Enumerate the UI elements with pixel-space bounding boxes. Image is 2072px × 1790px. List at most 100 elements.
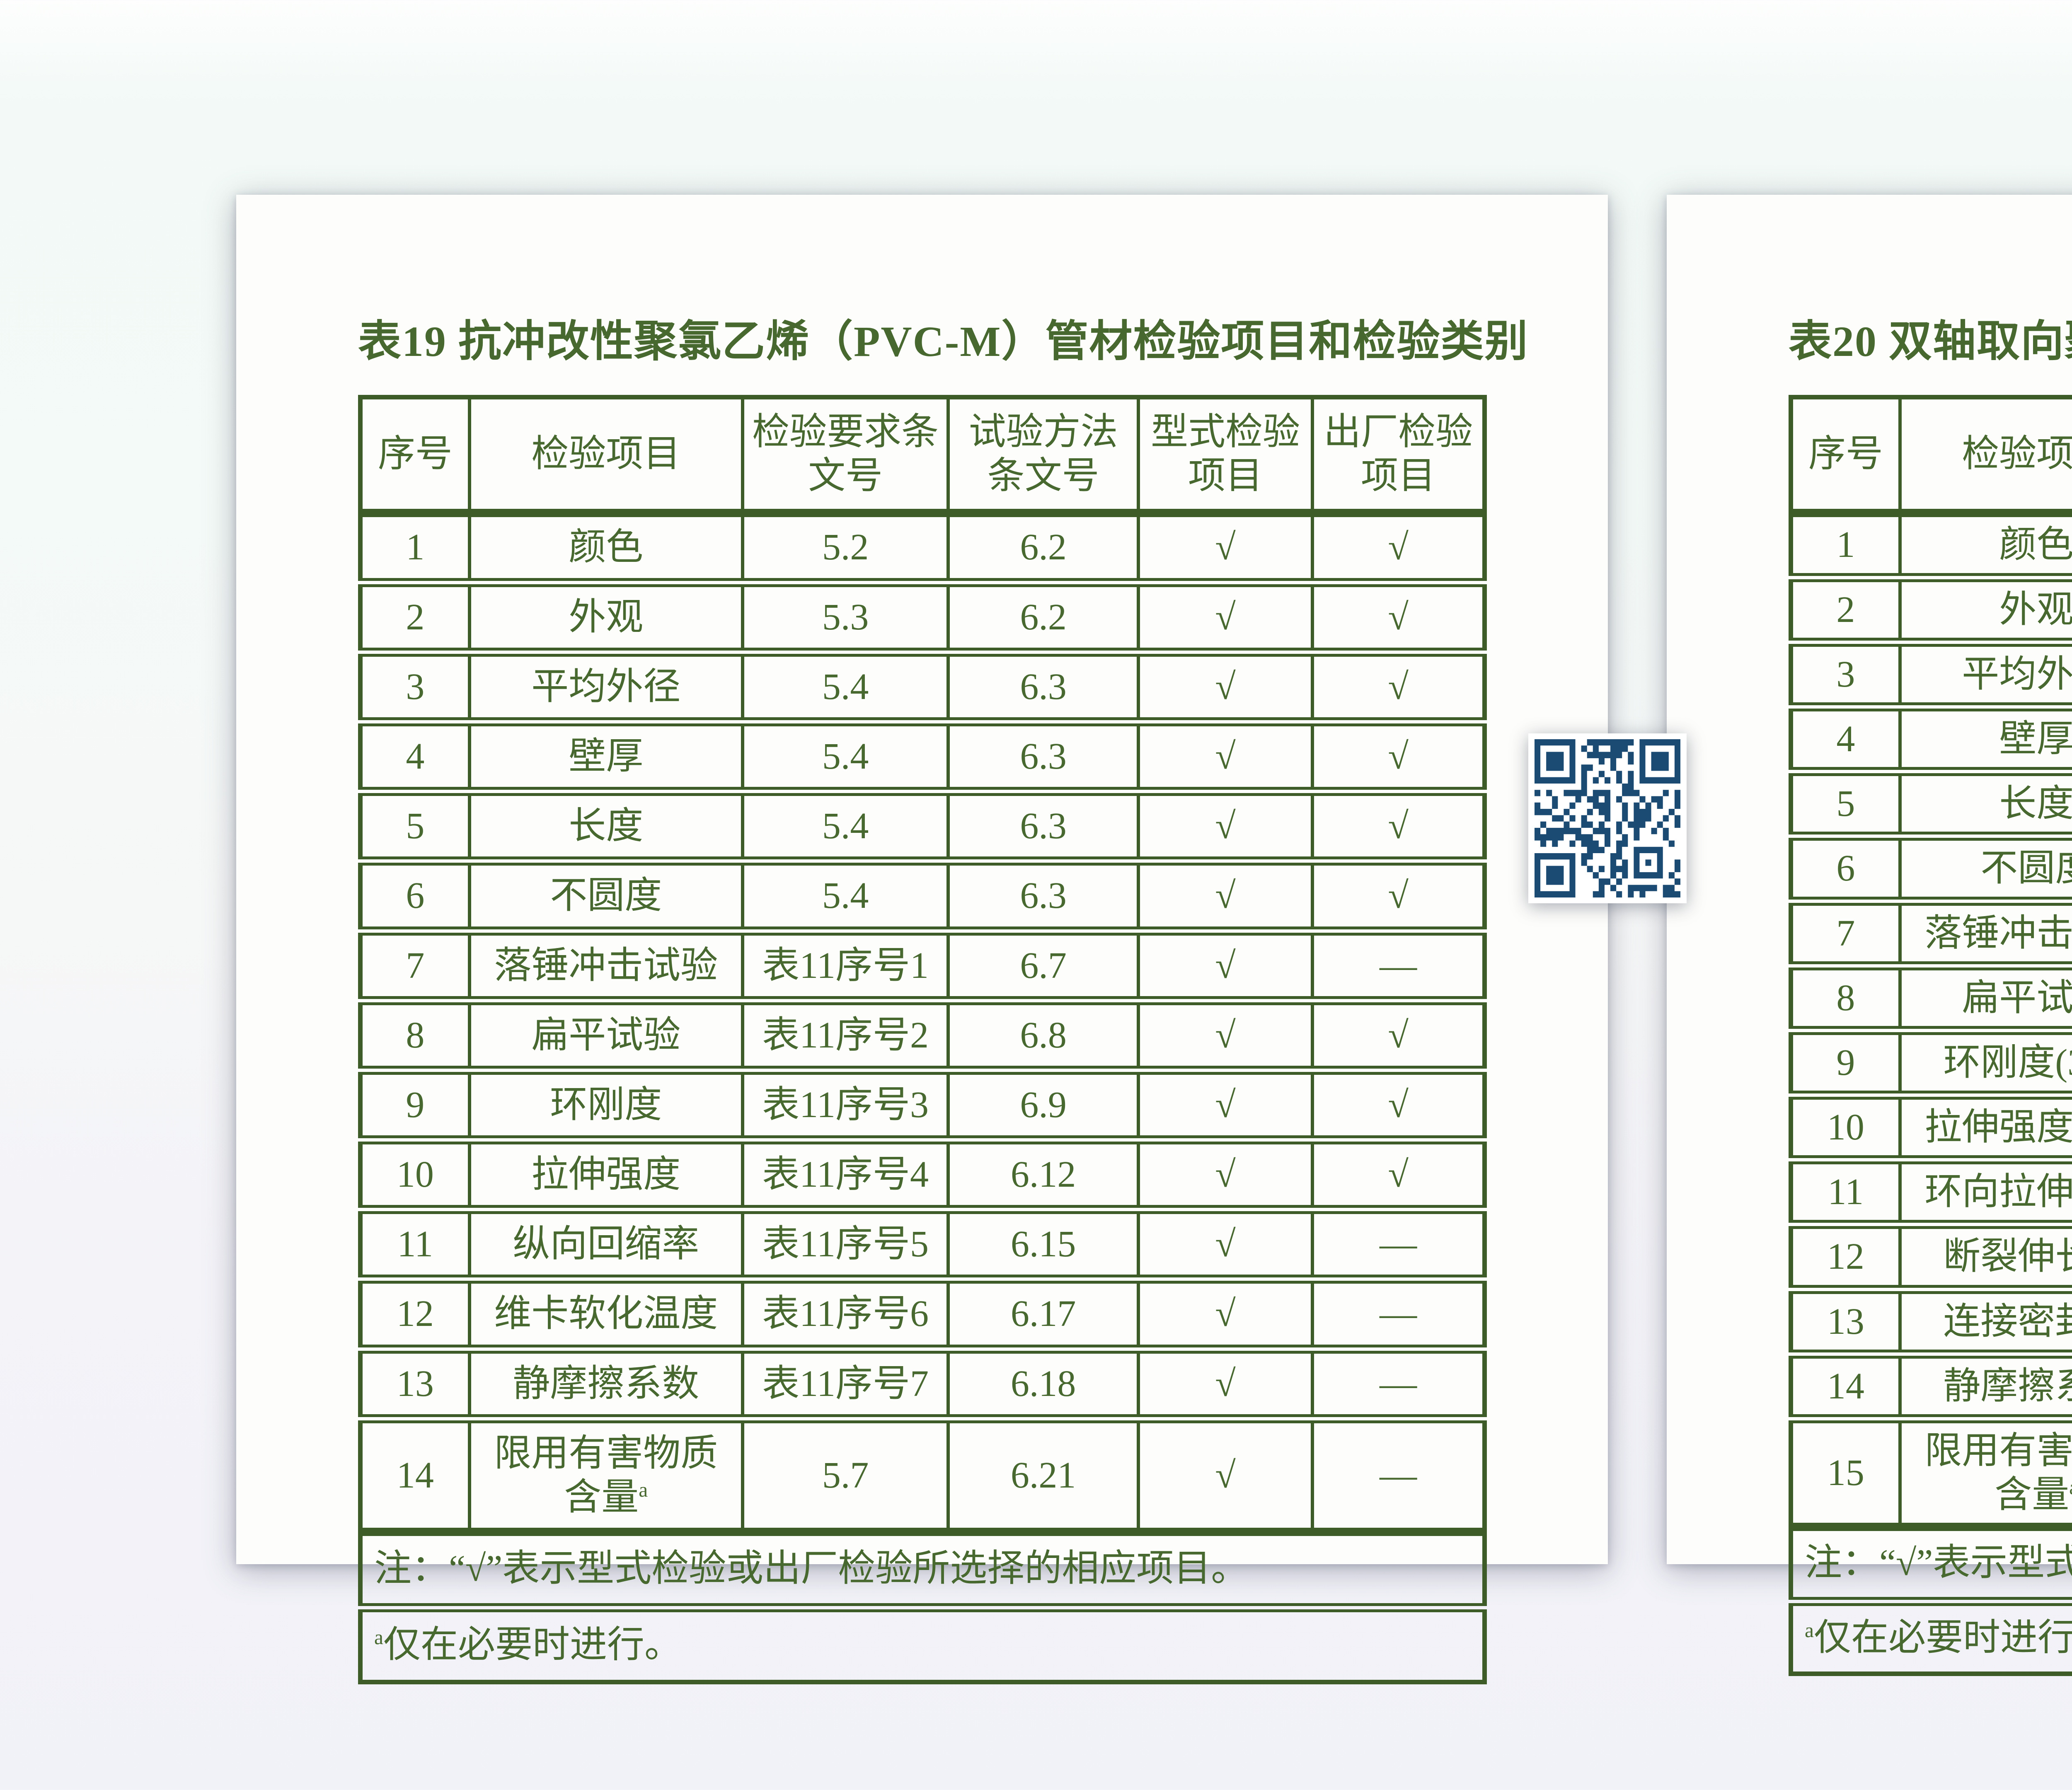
type-check-mark: √ <box>1136 513 1313 583</box>
item-name: 拉伸强度 <box>467 1140 743 1210</box>
left-table-title: 表19 抗冲改性聚氯乙烯（PVC-M）管材检验项目和检验类别 <box>358 318 1529 365</box>
test-method-clause: 6.3 <box>946 791 1138 861</box>
factory-check-mark: — <box>1311 931 1485 1001</box>
item-name: 限用有害物质含量a <box>1898 1419 2072 1527</box>
qr-code <box>1535 739 1680 897</box>
note-legend-text: 注：“√”表示型式检验或出厂检验所选择的相应项目。 <box>1805 1542 2072 1584</box>
item-name: 落锤冲击试验 <box>1898 901 2072 966</box>
requirement-clause: 表11序号2 <box>741 1000 949 1070</box>
column-header: 型式检验项目 <box>1136 397 1313 513</box>
left-document-page: 表19 抗冲改性聚氯乙烯（PVC-M）管材检验项目和检验类别 序号 检验项目 检验要… <box>236 195 1608 1684</box>
row-no: 1 <box>406 527 425 568</box>
row-no: 13 <box>1827 1301 1864 1342</box>
item-name: 外观 <box>1898 577 2072 642</box>
row-no: 8 <box>1836 977 1855 1018</box>
column-header: 序号 <box>1808 433 1883 475</box>
factory-check-mark: √ <box>1311 513 1485 583</box>
item-name: 不圆度 <box>467 861 743 931</box>
test-method-clause: 6.3 <box>946 652 1138 722</box>
table-row: 11 纵向回缩率 表11序号5 6.15 √ — <box>360 1209 1485 1280</box>
test-method-clause: 6.3 <box>946 861 1138 931</box>
factory-check-mark: — <box>1311 1349 1485 1419</box>
column-header: 序号 <box>378 433 453 475</box>
qr-code-card <box>1528 733 1687 903</box>
row-no: 2 <box>1836 589 1855 630</box>
item-name: 落锤冲击试验 <box>467 931 743 1001</box>
row-no: 3 <box>1836 653 1855 695</box>
factory-check-mark: √ <box>1311 652 1485 722</box>
requirement-clause: 5.4 <box>741 652 949 722</box>
item-name: 维卡软化温度 <box>467 1279 743 1349</box>
requirement-clause: 表11序号6 <box>741 1279 949 1349</box>
type-check-mark: √ <box>1136 1418 1313 1532</box>
row-no: 10 <box>396 1154 434 1195</box>
item-name: 扁平试验 <box>1898 965 2072 1030</box>
item-name: 连接密封性 <box>1898 1289 2072 1354</box>
type-check-mark: √ <box>1136 1070 1313 1140</box>
table-row: 14静摩擦系数表12序号86.18√— <box>1791 1354 2072 1419</box>
table-row: 8 扁平试验 表11序号2 6.8 √ √ <box>360 1000 1485 1070</box>
right-table-title: 表20 双轴取向聚氯乙烯（PVC-O）管材检验项目和检验类别 <box>1789 318 2072 365</box>
row-no: 11 <box>397 1224 433 1265</box>
factory-check-mark: — <box>1311 1418 1485 1532</box>
row-no: 11 <box>1828 1171 1864 1213</box>
item-name: 断裂伸长率 <box>1898 1224 2072 1289</box>
test-method-clause: 6.15 <box>946 1209 1138 1280</box>
column-header: 出厂检验项目 <box>1311 397 1485 513</box>
right-page-content: 表20 双轴取向聚氯乙烯（PVC-O）管材检验项目和检验类别 序号检验项目检验要… <box>1667 195 2072 1676</box>
table-note-legend: 注：“√”表示型式检验或出厂检验所选择的相应项目。 <box>1791 1527 2072 1601</box>
test-method-clause: 6.18 <box>946 1349 1138 1419</box>
row-no: 5 <box>1836 783 1855 825</box>
row-no: 13 <box>396 1363 434 1404</box>
row-no: 14 <box>1827 1365 1864 1407</box>
requirement-clause: 5.2 <box>741 513 949 583</box>
table-row: 13 静摩擦系数 表11序号7 6.18 √ — <box>360 1349 1485 1419</box>
factory-check-mark: √ <box>1311 721 1485 792</box>
row-no: 14 <box>396 1454 434 1496</box>
table-row: 15限用有害物质含量a5.76.21√— <box>1791 1419 2072 1527</box>
type-check-mark: √ <box>1136 931 1313 1001</box>
requirement-clause: 表11序号4 <box>741 1140 949 1210</box>
requirement-clause: 表11序号7 <box>741 1349 949 1419</box>
item-name: 平均外径 <box>467 652 743 722</box>
item-name: 不圆度 <box>1898 836 2072 901</box>
note-footnote-text: a仅在必要时进行。 <box>1805 1617 2072 1658</box>
row-no: 7 <box>1836 912 1855 954</box>
type-check-mark: √ <box>1136 652 1313 722</box>
type-check-mark: √ <box>1136 721 1313 792</box>
table-note-legend: 注：“√”表示型式检验或出厂检验所选择的相应项目。 <box>360 1532 1485 1608</box>
requirement-clause: 5.4 <box>741 791 949 861</box>
item-name: 壁厚 <box>1898 706 2072 772</box>
row-no: 9 <box>1836 1042 1855 1083</box>
type-check-mark: √ <box>1136 582 1313 652</box>
table-row: 10拉伸强度试验表12序号46.12√√ <box>1791 1095 2072 1160</box>
item-name: 壁厚 <box>467 721 743 792</box>
left-inspection-table: 序号 检验项目 检验要求条文号 试验方法条文号 型式检验项目 出厂检验项目 1 颜色 5.2 6… <box>358 395 1487 1684</box>
row-no: 9 <box>406 1084 425 1125</box>
row-no: 1 <box>1836 524 1855 566</box>
test-method-clause: 6.12 <box>946 1140 1138 1210</box>
item-name: 长度 <box>467 791 743 861</box>
table-row: 11环向拉伸强度表12序号56.13√— <box>1791 1160 2072 1225</box>
row-no: 12 <box>1827 1236 1864 1277</box>
factory-check-mark: √ <box>1311 1140 1485 1210</box>
type-check-mark: √ <box>1136 1349 1313 1419</box>
table-row: 8扁平试验表12序号26.8√√ <box>1791 965 2072 1030</box>
column-header: 检验要求条文号 <box>741 397 949 513</box>
requirement-clause: 5.7 <box>741 1418 949 1532</box>
factory-check-mark: — <box>1311 1209 1485 1280</box>
right-document-page: 表20 双轴取向聚氯乙烯（PVC-O）管材检验项目和检验类别 序号检验项目检验要… <box>1667 195 2072 1676</box>
note-footnote-text: a仅在必要时进行。 <box>374 1624 682 1666</box>
item-name: 扁平试验 <box>467 1000 743 1070</box>
table-row: 12 维卡软化温度 表11序号6 6.17 √ — <box>360 1279 1485 1349</box>
item-name: 长度 <box>1898 772 2072 837</box>
row-no: 8 <box>406 1014 425 1056</box>
